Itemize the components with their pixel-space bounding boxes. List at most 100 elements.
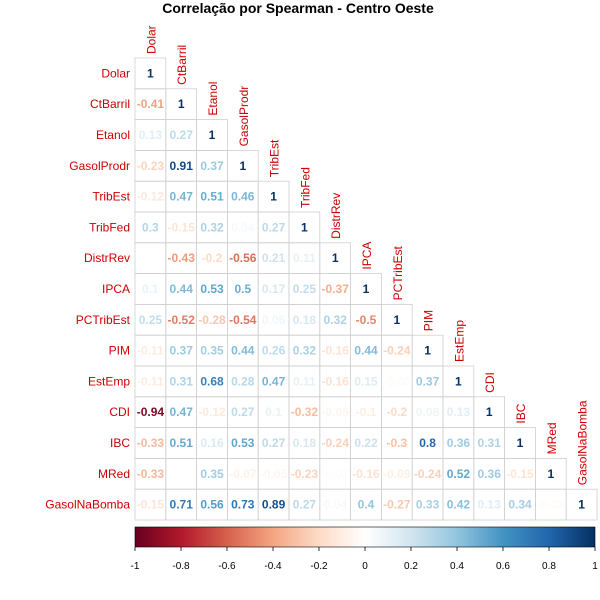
column-label: CDI bbox=[483, 372, 497, 393]
column-label: Etanol bbox=[206, 82, 220, 116]
correlation-value: 0.25 bbox=[293, 282, 317, 296]
correlation-value: 1 bbox=[486, 405, 493, 419]
column-label: GasolNaBomba bbox=[576, 400, 590, 485]
row-label: GasolProdr bbox=[69, 159, 130, 173]
correlation-value: -0.07 bbox=[229, 467, 257, 481]
correlation-value: 0.31 bbox=[478, 436, 502, 450]
row-label: TribEst bbox=[92, 190, 130, 204]
correlation-value: -0.3 bbox=[386, 436, 407, 450]
column-label: TribEst bbox=[268, 139, 282, 177]
correlation-value: -0.94 bbox=[137, 405, 165, 419]
correlation-value: 0.53 bbox=[231, 436, 255, 450]
colorbar-ticks: -1 -0.8 -0.6 -0.4 -0.2 0 0.2 0.4 0.6 0.8 1 bbox=[131, 547, 598, 572]
correlation-value: 0.13 bbox=[139, 128, 163, 142]
correlation-value: 0.25 bbox=[139, 313, 163, 327]
correlation-value: -0.32 bbox=[291, 405, 319, 419]
correlation-value: 0.8 bbox=[419, 436, 436, 450]
correlation-value: -0.5 bbox=[356, 313, 377, 327]
correlation-value: 0.5 bbox=[234, 282, 251, 296]
correlation-value: 1 bbox=[209, 128, 216, 142]
correlation-value: 0.32 bbox=[293, 344, 317, 358]
correlation-value: 0.34 bbox=[508, 498, 532, 512]
colorbar: -1 -0.8 -0.6 -0.4 -0.2 0 0.2 0.4 0.6 0.8 1 bbox=[131, 526, 598, 572]
column-label: IPCA bbox=[360, 242, 374, 270]
correlation-value: 0.18 bbox=[293, 313, 317, 327]
correlation-value: 0.36 bbox=[447, 436, 471, 450]
correlation-value: 0.18 bbox=[293, 436, 317, 450]
correlation-value: 0.47 bbox=[170, 405, 194, 419]
correlation-value: 0.32 bbox=[200, 220, 224, 234]
correlation-value: 0.1 bbox=[265, 405, 282, 419]
correlation-value: -0.11 bbox=[137, 344, 164, 358]
correlation-value: -0.24 bbox=[322, 436, 350, 450]
correlation-value: 0.04 bbox=[231, 220, 255, 234]
correlation-value: -0.05 bbox=[322, 405, 350, 419]
row-label: GasolNaBomba bbox=[45, 498, 130, 512]
correlation-value: 0.08 bbox=[416, 405, 440, 419]
correlation-value: 0.44 bbox=[231, 344, 255, 358]
column-label: IBC bbox=[514, 403, 528, 423]
colorbar-tick-label: -0.4 bbox=[264, 561, 282, 572]
correlation-value: -0.33 bbox=[137, 436, 165, 450]
correlation-value: 0.35 bbox=[200, 467, 224, 481]
row-label: PIM bbox=[109, 344, 130, 358]
correlation-value: 0.35 bbox=[200, 344, 224, 358]
column-label: GasolProdr bbox=[237, 86, 251, 147]
correlation-value: 0.21 bbox=[262, 251, 286, 265]
correlation-value: 1 bbox=[393, 313, 400, 327]
correlation-value: -0.56 bbox=[229, 251, 257, 265]
correlation-value: 0.32 bbox=[324, 313, 348, 327]
correlation-value: 1 bbox=[455, 374, 462, 388]
correlation-value: 0.28 bbox=[231, 374, 255, 388]
correlation-value: 1 bbox=[147, 66, 154, 80]
colorbar-tick-label: -0.6 bbox=[218, 561, 236, 572]
correlation-value: 0.36 bbox=[478, 467, 502, 481]
correlation-value: -0.1 bbox=[356, 405, 377, 419]
correlation-value: 0.46 bbox=[231, 190, 255, 204]
correlation-value: 0.44 bbox=[354, 344, 378, 358]
correlation-value: 0.89 bbox=[262, 498, 286, 512]
correlation-value: -0.15 bbox=[137, 498, 165, 512]
chart-title: Correlação por Spearman - Centro Oeste bbox=[162, 0, 434, 16]
correlation-value: 0.3 bbox=[142, 220, 159, 234]
colorbar-tick-label: -0.8 bbox=[172, 561, 190, 572]
column-labels: Dolar CtBarril Etanol GasolProdr TribEst Trib… bbox=[144, 25, 589, 485]
correlation-value: -0.03 bbox=[383, 374, 411, 388]
row-label: IPCA bbox=[102, 282, 130, 296]
correlation-value: -0.16 bbox=[352, 467, 380, 481]
correlation-value: -0.27 bbox=[383, 498, 411, 512]
correlation-value: 0.53 bbox=[200, 282, 224, 296]
colorbar-tick-label: 0.6 bbox=[496, 561, 510, 572]
colorbar-tick-label: 0.2 bbox=[404, 561, 418, 572]
correlation-value: 0.51 bbox=[200, 190, 224, 204]
correlation-value: 1 bbox=[332, 251, 339, 265]
row-label: Dolar bbox=[101, 66, 130, 80]
row-label: TribFed bbox=[89, 220, 130, 234]
row-label: EstEmp bbox=[88, 374, 130, 388]
column-label: CtBarril bbox=[175, 45, 189, 85]
correlation-value: 0.04 bbox=[324, 498, 348, 512]
correlation-value: 0.37 bbox=[200, 159, 224, 173]
correlation-value: -0.16 bbox=[322, 344, 350, 358]
correlation-value: 0.17 bbox=[262, 282, 286, 296]
correlation-value: 0.27 bbox=[170, 128, 194, 142]
correlation-value: -0.23 bbox=[137, 159, 165, 173]
column-label: TribFed bbox=[298, 167, 312, 208]
correlation-value: 0.52 bbox=[447, 467, 471, 481]
correlation-value: 0.42 bbox=[447, 498, 471, 512]
correlation-value: -0.28 bbox=[198, 313, 226, 327]
cells: 1 -0.41 1 0.13 0.27 1 -0.23 0.91 0.37 1 -0.12 0.47 0… bbox=[137, 66, 586, 511]
grid-cell bbox=[134, 242, 167, 275]
correlation-value: 1 bbox=[424, 344, 431, 358]
row-label: IBC bbox=[110, 436, 130, 450]
correlation-value: -0.2 bbox=[386, 405, 407, 419]
correlation-value: 0.56 bbox=[200, 498, 224, 512]
correlation-value: 0.27 bbox=[262, 436, 286, 450]
correlation-value: -0.24 bbox=[383, 344, 411, 358]
correlation-value: 0.47 bbox=[170, 190, 194, 204]
column-label: PCTribEst bbox=[391, 246, 405, 301]
correlation-value: 1 bbox=[363, 282, 370, 296]
colorbar-tick-label: -1 bbox=[131, 561, 140, 572]
correlation-value: 1 bbox=[301, 220, 308, 234]
